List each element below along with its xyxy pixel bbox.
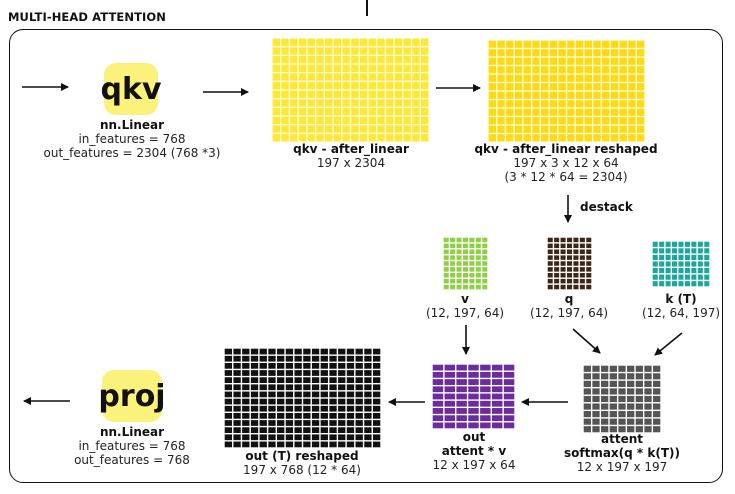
proj-in-features: in_features = 768 <box>78 439 186 453</box>
destack-label: destack <box>580 200 633 214</box>
diagram-title: MULTI-HEAD ATTENTION <box>8 10 166 24</box>
v-title: v <box>461 292 469 306</box>
qkv-in-features: in_features = 768 <box>78 132 186 146</box>
q-shape: (12, 197, 64) <box>529 306 609 320</box>
proj-linear-label: nn.Linear in_features = 768 out_features… <box>42 425 222 467</box>
attent-formula: softmax(q * k(T)) <box>563 446 680 460</box>
qkv-badge: qkv <box>101 63 162 115</box>
q-grid <box>547 237 592 290</box>
attent-shape: 12 x 197 x 197 <box>576 460 668 474</box>
q-label: q (12, 197, 64) <box>514 292 624 320</box>
qkv-out-features: out_features = 2304 (768 *3) <box>43 146 221 160</box>
v-shape: (12, 197, 64) <box>425 306 505 320</box>
out-shape: 12 x 197 x 64 <box>432 458 516 472</box>
tensor-cells <box>224 348 381 448</box>
attention-frame <box>9 29 723 483</box>
out-reshaped-label: out (T) reshaped 197 x 768 (12 * 64) <box>212 449 392 477</box>
tensor-cells <box>488 40 645 142</box>
tensor-cells <box>432 364 515 429</box>
proj-linear-name: nn.Linear <box>99 425 165 439</box>
q-title: q <box>564 292 574 306</box>
k-label: k (T) (12, 64, 197) <box>626 292 735 320</box>
after-linear-shape: 197 x 2304 <box>316 156 386 170</box>
proj-badge: proj <box>98 370 166 422</box>
v-label: v (12, 197, 64) <box>410 292 520 320</box>
after-linear-label: qkv - after_linear 197 x 2304 <box>260 142 442 170</box>
reshaped-grid <box>488 40 645 142</box>
qkv-linear-label: nn.Linear in_features = 768 out_features… <box>42 118 222 160</box>
attent-title: attent <box>601 432 643 446</box>
out-reshaped-grid <box>224 348 381 448</box>
reshaped-note: (3 * 12 * 64 = 2304) <box>504 170 628 184</box>
out-reshaped-title: out (T) reshaped <box>245 449 359 463</box>
k-grid <box>652 241 710 287</box>
tensor-cells <box>583 365 661 433</box>
attent-grid <box>583 365 661 433</box>
incoming-connector <box>366 0 368 16</box>
tensor-cells <box>547 237 592 290</box>
out-reshaped-shape: 197 x 768 (12 * 64) <box>243 463 361 477</box>
out-label: out attent * v 12 x 197 x 64 <box>414 430 534 472</box>
arrow-k-to-attent <box>654 332 683 356</box>
out-grid <box>432 364 515 429</box>
after-linear-grid <box>272 38 429 142</box>
tensor-cells <box>443 237 488 290</box>
tensor-cells <box>652 241 710 287</box>
reshaped-title: qkv - after_linear reshaped <box>474 142 658 156</box>
after-linear-title: qkv - after_linear <box>293 142 409 156</box>
tensor-cells <box>272 38 429 142</box>
v-grid <box>443 237 488 290</box>
reshaped-shape: 197 x 3 x 12 x 64 <box>513 156 619 170</box>
k-shape: (12, 64, 197) <box>641 306 721 320</box>
qkv-linear-name: nn.Linear <box>99 118 165 132</box>
k-title: k (T) <box>665 292 697 306</box>
out-formula: attent * v <box>441 444 507 458</box>
attent-label: attent softmax(q * k(T)) 12 x 197 x 197 <box>552 432 692 474</box>
reshaped-label: qkv - after_linear reshaped 197 x 3 x 12… <box>466 142 666 184</box>
proj-out-features: out_features = 768 <box>74 453 190 467</box>
out-title: out <box>462 430 486 444</box>
arrow-q-to-attent <box>572 328 601 354</box>
